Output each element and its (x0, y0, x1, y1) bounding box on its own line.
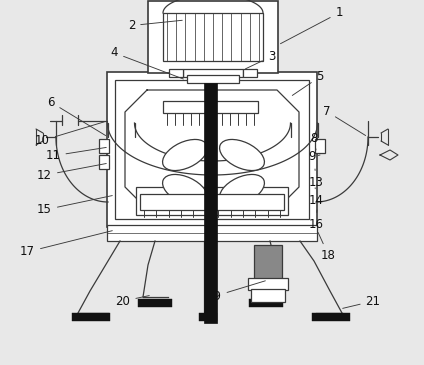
Bar (163, 101, 258, 113)
Text: 9: 9 (308, 150, 320, 164)
Text: 8: 8 (310, 132, 318, 150)
Text: 18: 18 (318, 233, 336, 262)
Text: 5: 5 (292, 70, 324, 95)
Bar (99, 155, 109, 169)
Text: 12: 12 (37, 164, 106, 182)
Bar (140, 194, 284, 210)
Bar (163, 13, 263, 61)
Bar (204, 83, 217, 323)
Bar (183, 69, 243, 77)
Bar (199, 313, 217, 321)
Text: 11: 11 (45, 147, 106, 162)
Bar (249, 299, 283, 307)
Text: 10: 10 (35, 122, 104, 147)
Ellipse shape (162, 174, 207, 205)
Bar (312, 313, 350, 321)
Text: 16: 16 (308, 210, 324, 231)
Text: 17: 17 (20, 231, 112, 258)
Text: 13: 13 (308, 169, 324, 189)
Bar (136, 187, 288, 215)
Ellipse shape (220, 139, 265, 170)
Bar (107, 72, 317, 227)
Text: 4: 4 (111, 46, 184, 79)
Bar (115, 80, 309, 219)
Bar (315, 139, 325, 153)
Bar (138, 299, 172, 307)
Text: 19: 19 (206, 281, 265, 303)
Text: 6: 6 (47, 96, 106, 135)
Bar (254, 245, 282, 279)
Bar (248, 278, 288, 290)
Text: 14: 14 (308, 188, 324, 207)
Bar (99, 139, 109, 153)
Text: 3: 3 (245, 50, 275, 69)
Ellipse shape (220, 174, 265, 205)
Bar (187, 75, 239, 83)
Ellipse shape (162, 139, 207, 170)
Bar (243, 69, 257, 77)
Bar (148, 1, 278, 73)
Text: 15: 15 (37, 196, 112, 216)
Bar (169, 69, 183, 77)
Bar (72, 313, 110, 321)
Bar (251, 289, 285, 302)
Text: 2: 2 (128, 19, 182, 32)
Text: 1: 1 (280, 6, 343, 44)
Text: 7: 7 (323, 105, 365, 135)
Text: 21: 21 (343, 295, 381, 308)
Bar (107, 225, 317, 241)
Text: 20: 20 (115, 295, 149, 308)
